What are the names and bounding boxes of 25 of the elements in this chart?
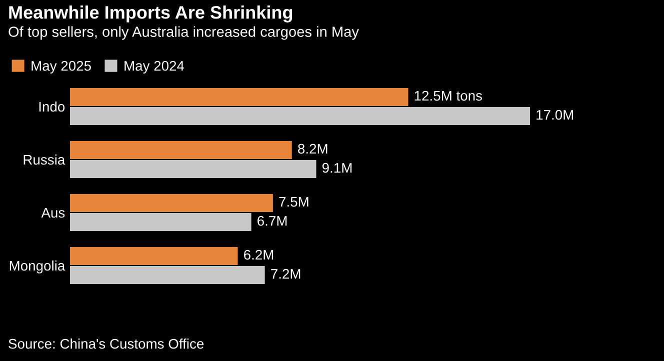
data-label: 7.2M	[271, 268, 300, 279]
bar	[70, 194, 273, 212]
bar	[70, 213, 252, 232]
bar	[70, 107, 530, 126]
data-label: 17.0M	[536, 110, 574, 120]
chart-subtitle: Of top sellers, only Australia increased cargoes in May	[8, 26, 359, 40]
source-note: Source: China's Customs Office	[8, 338, 204, 349]
y-tick-label: Aus	[41, 208, 65, 218]
data-label: 6.2M	[244, 250, 274, 260]
bar	[70, 160, 316, 178]
data-label: 9.1M	[322, 162, 352, 173]
bar	[70, 88, 408, 106]
legend-label: May 2025	[32, 60, 91, 74]
y-tick-label: Russia	[24, 154, 66, 165]
legend-label: May 2024	[124, 60, 184, 74]
y-tick-label: Indo	[39, 101, 65, 112]
y-tick-label: Mongolia	[10, 260, 66, 274]
bar	[70, 266, 265, 284]
bar	[70, 246, 238, 265]
data-label: 12.5M tons	[414, 90, 482, 101]
data-label: 7.5M	[279, 196, 308, 207]
bar	[70, 140, 292, 159]
chart-title: Meanwhile Imports Are Shrinking	[9, 6, 292, 22]
data-label: 6.7M	[258, 216, 287, 226]
data-label: 8.2M	[298, 144, 328, 154]
